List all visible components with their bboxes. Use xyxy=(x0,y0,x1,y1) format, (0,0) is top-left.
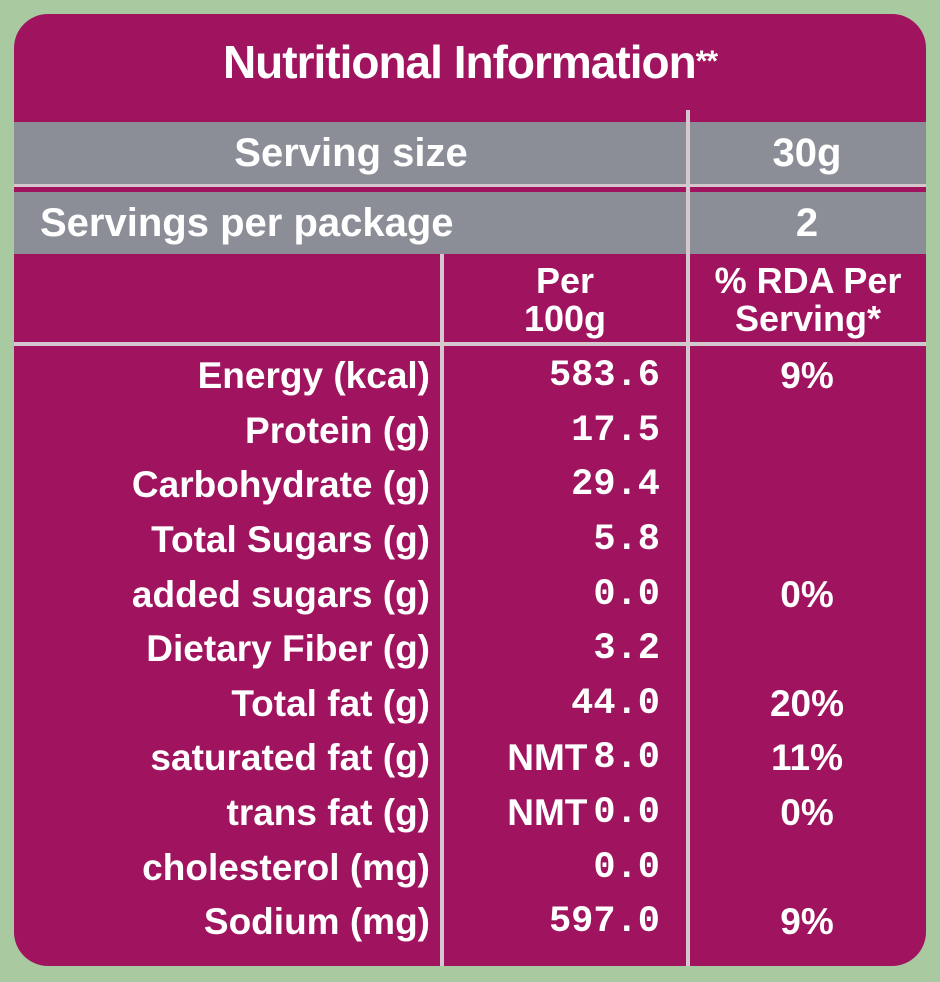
nutrient-name: Carbohydrate (g) xyxy=(131,464,430,506)
nutrient-name: Total fat (g) xyxy=(231,682,430,724)
nutrient-name: Total Sugars (g) xyxy=(151,519,430,561)
nutrient-name: added sugars (g) xyxy=(131,573,430,615)
serving-size-row: Serving size 30g xyxy=(14,122,926,184)
nutrient-row-sodium: Sodium (mg) 597.0 9% xyxy=(14,895,926,950)
column-header-per-100g: Per 100g xyxy=(444,262,686,338)
column-header-rda: % RDA Per Serving* xyxy=(690,262,926,338)
per-100g-line2: 100g xyxy=(523,298,607,339)
nutrient-name: Energy (kcal) xyxy=(197,355,430,397)
nutrient-rows: Energy (kcal) 583.6 9% Protein (g) 17.5 … xyxy=(14,349,926,950)
nutrient-name: cholesterol (mg) xyxy=(142,846,430,888)
title-text: Nutritional Information xyxy=(222,36,697,88)
nutrient-row-total-fat: Total fat (g) 44.0 20% xyxy=(14,677,926,732)
column-divider-rda xyxy=(686,110,690,966)
rda-value: 20% xyxy=(769,682,845,724)
per-100g-value: 3.2 xyxy=(593,628,660,671)
nutrient-row-cholesterol: cholesterol (mg) 0.0 xyxy=(14,840,926,895)
nutrient-name: saturated fat (g) xyxy=(150,737,430,779)
per-100g-line1: Per xyxy=(535,260,595,301)
serving-size-value: 30g xyxy=(772,130,842,175)
rda-value: 9% xyxy=(780,355,834,397)
row-divider-servings xyxy=(14,184,926,187)
per-100g-value: 0.0 xyxy=(593,573,660,616)
column-divider-per100g xyxy=(440,254,444,966)
servings-per-package-label: Servings per package xyxy=(40,200,454,245)
nutrition-panel: Nutritional Information ** Serving size 3… xyxy=(14,14,926,966)
rda-value: 11% xyxy=(770,737,843,779)
rda-value: 0% xyxy=(780,792,834,834)
rda-value: 0% xyxy=(780,573,834,615)
nutrient-row-added-sugars: added sugars (g) 0.0 0% xyxy=(14,567,926,622)
per-100g-value: 5.8 xyxy=(593,519,660,562)
per-100g-value: NMT 8.0 xyxy=(507,737,660,780)
nutrient-row-energy: Energy (kcal) 583.6 9% xyxy=(14,349,926,404)
per-100g-value: 597.0 xyxy=(548,901,660,944)
nutrient-name: Sodium (mg) xyxy=(203,901,430,943)
per-100g-value: 583.6 xyxy=(548,355,660,398)
per-100g-value: 17.5 xyxy=(571,409,660,452)
nutrient-row-saturated-fat: saturated fat (g) NMT 8.0 11% xyxy=(14,731,926,786)
per-100g-value: 44.0 xyxy=(571,682,660,725)
title-asterisks: ** xyxy=(695,45,718,78)
per-100g-value: 0.0 xyxy=(593,846,660,889)
rda-value xyxy=(688,404,926,459)
rda-value: 9% xyxy=(780,901,834,943)
serving-size-label: Serving size xyxy=(234,130,468,175)
nutrient-name: trans fat (g) xyxy=(226,792,431,834)
servings-per-package-value: 2 xyxy=(795,200,819,245)
panel-title: Nutritional Information ** xyxy=(14,14,926,110)
nutrient-name: Protein (g) xyxy=(245,409,430,451)
servings-per-package-row: Servings per package 2 xyxy=(14,192,926,254)
nutrient-row-dietary-fiber: Dietary Fiber (g) 3.2 xyxy=(14,622,926,677)
rda-line2: Serving* xyxy=(734,298,882,339)
rda-value xyxy=(688,840,926,895)
per-100g-value: 29.4 xyxy=(571,464,660,507)
per-100g-value: NMT 0.0 xyxy=(507,792,660,835)
nutrient-row-total-sugars: Total Sugars (g) 5.8 xyxy=(14,513,926,568)
rda-line1: % RDA Per xyxy=(714,260,902,301)
rda-value xyxy=(688,622,926,677)
nutrient-name: Dietary Fiber (g) xyxy=(146,628,430,670)
header-divider xyxy=(14,342,926,346)
rda-value xyxy=(688,458,926,513)
rda-value xyxy=(688,513,926,568)
nutrient-row-carbohydrate: Carbohydrate (g) 29.4 xyxy=(14,458,926,513)
nutrient-row-protein: Protein (g) 17.5 xyxy=(14,404,926,459)
nutrient-row-trans-fat: trans fat (g) NMT 0.0 0% xyxy=(14,786,926,841)
